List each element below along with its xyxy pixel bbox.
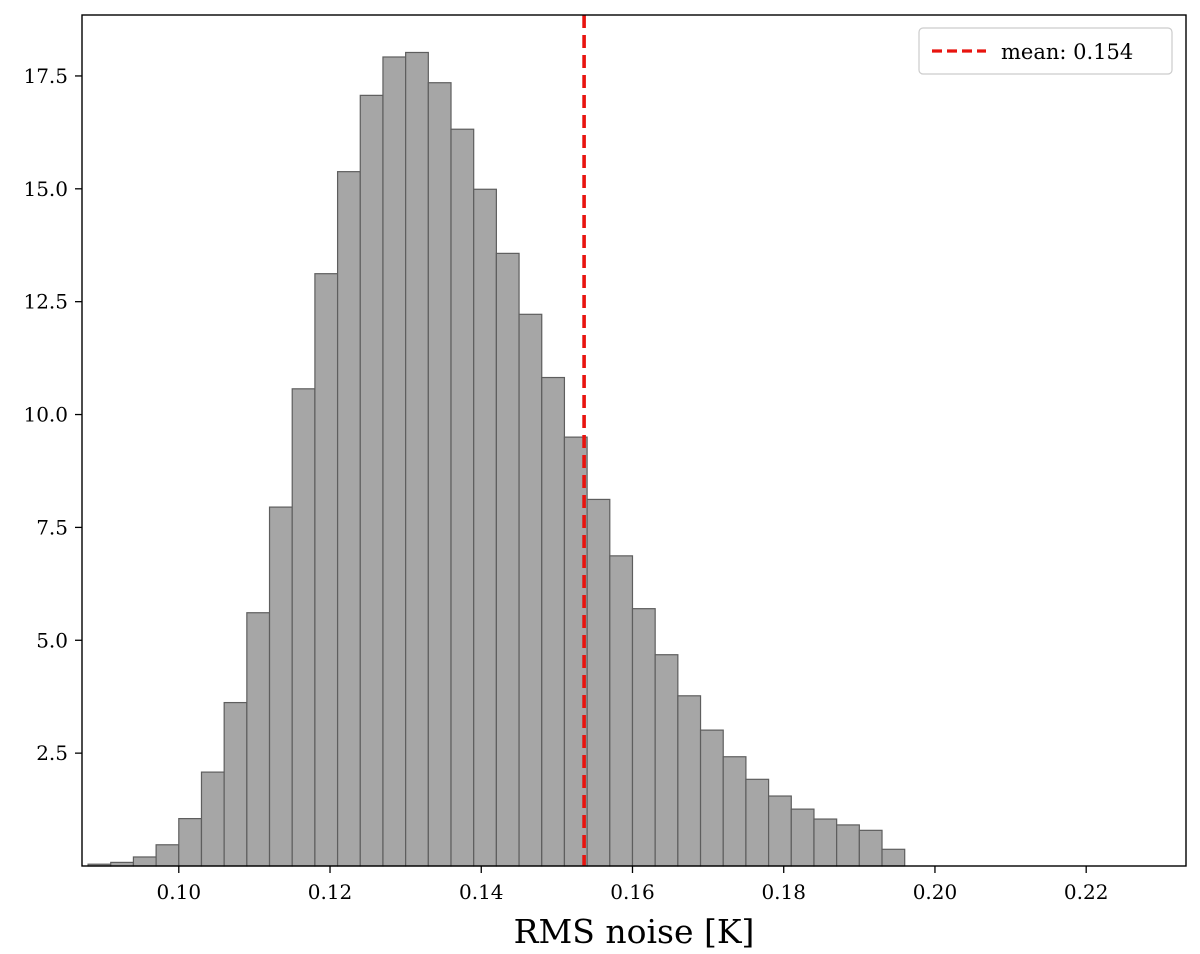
- histogram-bar: [767, 795, 792, 867]
- histogram-bar: [132, 856, 157, 867]
- y-tick-label: 10.0: [23, 403, 68, 427]
- histogram-bar: [382, 56, 407, 867]
- histogram-bar: [654, 654, 679, 867]
- y-tick-label: 2.5: [36, 741, 68, 765]
- x-tick-label: 0.12: [308, 880, 353, 904]
- histogram-bars: [87, 51, 906, 867]
- y-axis: 2.5 5.0 7.5 10.0 12.5 15.0 17.5: [23, 64, 82, 765]
- histogram-bar: [677, 695, 702, 867]
- histogram-bar: [745, 778, 770, 867]
- histogram-bar: [699, 729, 724, 867]
- x-tick-label: 0.20: [913, 880, 958, 904]
- histogram-bar: [836, 824, 860, 867]
- histogram-bar: [631, 608, 656, 867]
- histogram-bar: [881, 848, 906, 867]
- histogram-bar: [314, 273, 339, 867]
- histogram-bar: [246, 612, 271, 867]
- y-tick-label: 12.5: [23, 290, 68, 314]
- legend-box: [918, 27, 1173, 75]
- histogram-bar: [268, 506, 293, 867]
- histogram-bar: [178, 817, 203, 867]
- histogram-bar: [200, 771, 225, 867]
- histogram-bar: [405, 51, 429, 867]
- y-tick-label: 5.0: [36, 628, 68, 652]
- y-tick-label: 15.0: [23, 177, 68, 201]
- x-tick-label: 0.16: [610, 880, 655, 904]
- legend: mean: 0.154: [918, 27, 1173, 75]
- histogram-bar: [473, 188, 497, 867]
- histogram-bar: [291, 388, 316, 867]
- x-tick-label: 0.14: [459, 880, 504, 904]
- plot-frame: [81, 14, 1187, 867]
- histogram-bar: [155, 844, 180, 867]
- x-tick-label: 0.10: [157, 880, 202, 904]
- histogram-bar: [223, 701, 248, 867]
- histogram-bar: [609, 555, 634, 867]
- histogram-bar: [586, 498, 611, 867]
- x-tick-label: 0.18: [761, 880, 806, 904]
- histogram-bar: [495, 252, 520, 867]
- histogram-bar: [858, 829, 883, 867]
- histogram-bar: [450, 128, 475, 867]
- histogram-bar: [518, 313, 543, 867]
- histogram-bar: [790, 808, 815, 867]
- histogram-bar: [541, 376, 566, 867]
- legend-label-mean: mean: 0.154: [1001, 40, 1133, 64]
- histogram-bar: [427, 82, 452, 867]
- histogram-bar: [336, 171, 361, 867]
- histogram-bar: [359, 94, 384, 867]
- x-axis: 0.10 0.12 0.14 0.16 0.18 0.20 0.22: [157, 866, 1109, 904]
- histogram-bar: [813, 818, 838, 867]
- x-tick-label: 0.22: [1064, 880, 1109, 904]
- y-tick-label: 17.5: [23, 64, 68, 88]
- histogram-bar: [722, 756, 747, 867]
- x-axis-title: RMS noise [K]: [514, 912, 755, 951]
- y-tick-label: 7.5: [36, 515, 68, 539]
